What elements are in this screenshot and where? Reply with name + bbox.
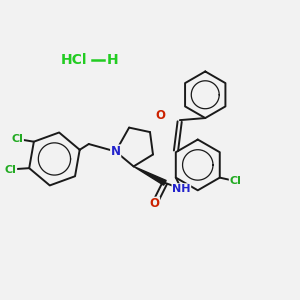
Text: NH: NH: [172, 184, 190, 194]
Text: Cl: Cl: [229, 176, 241, 186]
Text: H: H: [107, 53, 118, 68]
Text: N: N: [111, 145, 121, 158]
Text: HCl: HCl: [61, 53, 87, 68]
Text: O: O: [149, 197, 160, 210]
Text: Cl: Cl: [5, 165, 16, 175]
Text: O: O: [155, 109, 166, 122]
Polygon shape: [134, 167, 166, 185]
Text: Cl: Cl: [11, 134, 23, 144]
